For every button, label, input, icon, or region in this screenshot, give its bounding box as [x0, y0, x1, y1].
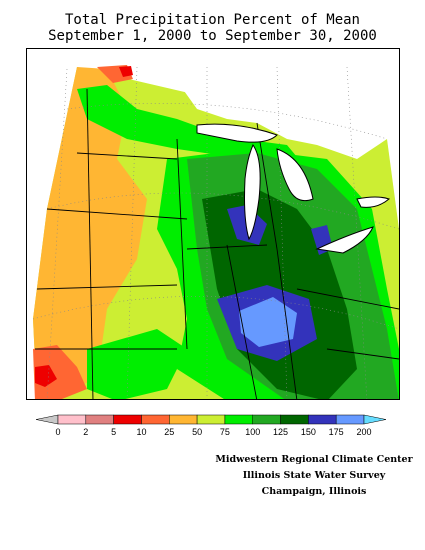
legend-tick-label: 2	[83, 427, 88, 437]
legend-tick-label: 175	[329, 427, 344, 437]
legend-swatch-above-200	[363, 414, 387, 425]
legend-swatch	[141, 414, 170, 425]
legend-graphic: 0 2 5 10 25 50 75 100 125 150 175 200	[35, 414, 387, 437]
legend-swatch	[113, 414, 142, 425]
south-green-patch	[87, 329, 187, 399]
precipitation-map	[26, 48, 400, 400]
lake-superior	[196, 123, 278, 143]
color-legend: 0 2 5 10 25 50 75 100 125 150 175 200	[35, 413, 387, 443]
precipitation-map-graphic	[27, 49, 399, 399]
graticule	[32, 66, 399, 399]
state-boundaries	[35, 88, 399, 399]
extreme-wet-area	[239, 297, 297, 347]
legend-swatch	[57, 414, 87, 425]
legend-tick-label: 150	[301, 427, 316, 437]
map-date-range: September 1, 2000 to September 30, 2000	[48, 28, 377, 44]
credit-location: Champaign, Illinois	[261, 486, 367, 497]
lake-huron	[276, 148, 314, 202]
legend-tick-label: 75	[220, 427, 230, 437]
lake-ontario	[356, 196, 391, 208]
southwest-dry-core	[35, 365, 57, 387]
legend-swatch	[308, 414, 337, 425]
legend-tick-label: 125	[273, 427, 288, 437]
legend-swatch	[85, 414, 114, 425]
credit-organization: Midwestern Regional Climate Center	[215, 454, 413, 465]
legend-swatch	[196, 414, 226, 425]
legend-swatch	[169, 414, 198, 425]
legend-tick-label: 100	[245, 427, 260, 437]
legend-tick-label: 0	[55, 427, 60, 437]
legend-swatch	[252, 414, 281, 425]
legend-tick-label: 10	[136, 427, 146, 437]
legend-swatch	[224, 414, 253, 425]
great-lakes	[196, 123, 391, 254]
north-green-area	[77, 85, 307, 169]
credit-survey: Illinois State Water Survey	[242, 470, 386, 481]
legend-tick-label: 200	[356, 427, 371, 437]
legend-swatch	[280, 414, 309, 425]
legend-swatch	[335, 414, 365, 425]
lake-erie	[315, 226, 374, 254]
legend-tick-label: 5	[111, 427, 116, 437]
legend-swatch-below-0	[35, 414, 59, 425]
legend-tick-label: 25	[164, 427, 174, 437]
legend-tick-label: 50	[192, 427, 202, 437]
north-dry-core	[119, 66, 133, 77]
lake-michigan	[244, 143, 261, 241]
map-title: Total Precipitation Percent of Mean	[64, 12, 360, 28]
canada-blank-area	[167, 67, 387, 159]
